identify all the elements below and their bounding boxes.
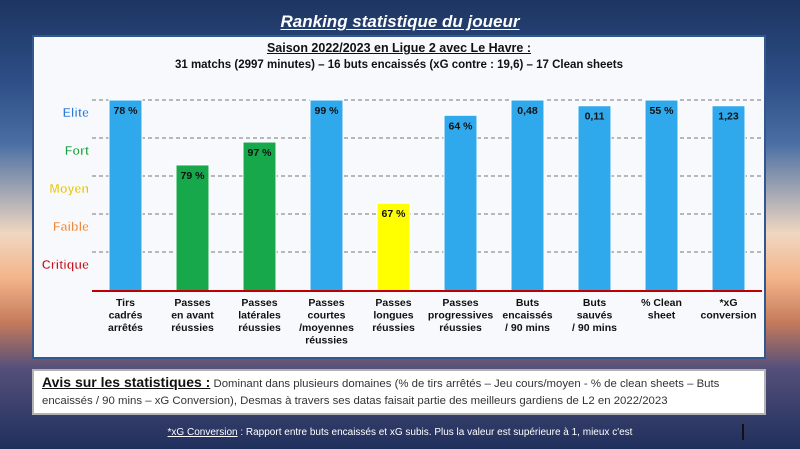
data-label: 1,23 [718,111,739,123]
data-label: 79 % [181,170,206,182]
category-label: % Clean [641,297,682,309]
category-label: sheet [648,310,676,322]
bar [376,202,411,292]
bar [443,114,478,292]
category-label: réussies [305,335,348,347]
category-label: réussies [171,322,214,334]
opinion-label: Avis sur les statistiques : [42,374,211,390]
bar [242,141,277,292]
category-label: longues [373,310,413,322]
data-label: 0,48 [517,105,538,117]
category-label: Passes [442,297,478,309]
category-label: en avant [171,310,214,322]
data-label: 97 % [248,147,273,159]
opinion-text: Dominant dans plusieurs domaines (% de t… [42,378,720,407]
category-label: / 90 mins [572,322,617,334]
level-label: Faible [53,220,89,234]
bar [577,105,612,292]
category-label: réussies [238,322,281,334]
bar [644,99,679,292]
opinion-panel: Avis sur les statistiques : Dominant dan… [32,369,766,415]
category-label: Tirs [116,297,135,309]
chart-panel: Saison 2022/2023 en Ligue 2 avec Le Havr… [32,35,766,359]
bar-chart: Elite Fort Moyen Faible Critique 78 % Tirscadr… [42,99,762,347]
footnote-label: *xG Conversion [167,427,238,438]
category-label: Buts [583,297,606,309]
data-label: 99 % [315,105,340,117]
bar [510,99,545,292]
chart-subtitle: Saison 2022/2023 en Ligue 2 avec Le Havr… [266,41,532,55]
category-label: latérales [238,310,281,322]
data-label: 0,11 [585,111,605,123]
category-label: conversion [700,310,756,322]
category-label: Passes [375,297,411,309]
category-label: progressives [428,310,494,322]
category-label: réussies [439,322,482,334]
category-label: *xG [719,297,737,309]
category-label: /moyennes [299,322,354,334]
chart-summary: 31 matchs (2997 minutes) – 16 buts encai… [174,59,624,71]
footnote: *xG Conversion : Rapport entre buts enca… [0,427,800,438]
page-title: Ranking statistique du joueur [280,12,520,31]
category-label: / 90 mins [505,322,550,334]
category-label: courtes [308,310,346,322]
category-label: cadrés [109,310,143,322]
data-label: 55 % [650,105,675,117]
bar [309,99,344,292]
bar [108,99,143,292]
data-label: 67 % [382,208,407,220]
level-label: Critique [42,258,89,272]
category-label: réussies [372,322,415,334]
category-label: arrêtés [108,322,143,334]
data-label: 78 % [114,105,139,117]
category-label: sauvés [577,310,613,322]
level-label: Moyen [49,182,89,196]
footnote-text: : Rapport entre buts encaissés et xG sub… [237,427,633,438]
category-label: Passes [241,297,277,309]
bar [175,164,210,292]
data-label: 64 % [449,120,474,132]
bar [711,105,746,292]
level-label: Fort [65,144,90,158]
text-cursor [742,424,744,440]
category-label: encaissés [502,310,552,322]
category-label: Passes [308,297,344,309]
category-label: Buts [516,297,539,309]
level-label: Elite [63,106,89,120]
category-label: Passes [174,297,210,309]
